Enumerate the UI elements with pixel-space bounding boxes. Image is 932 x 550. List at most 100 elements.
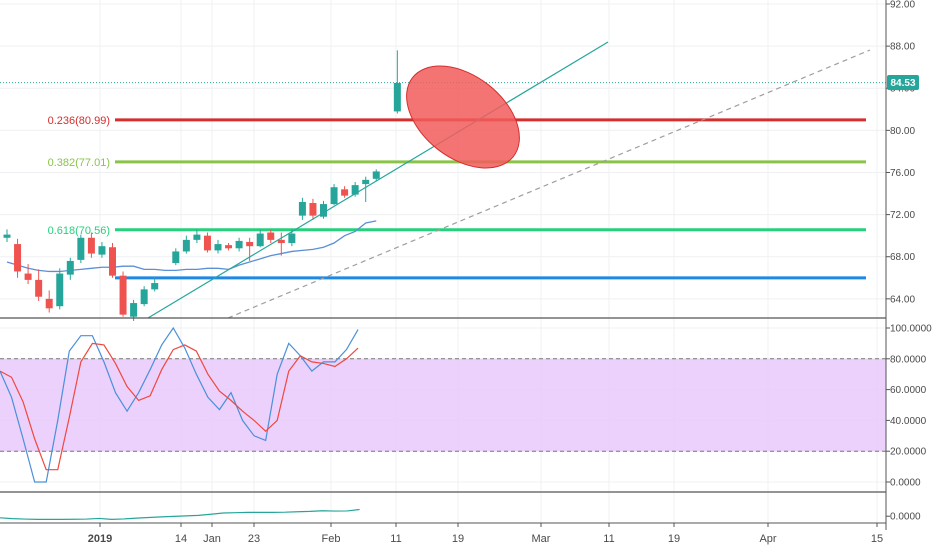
stochastic-tick-label: 40.0000: [890, 416, 927, 427]
candle: [341, 186, 349, 198]
stochastic-overbought-oversold-band: [0, 358, 886, 452]
candle: [203, 232, 211, 253]
candle: [362, 176, 370, 202]
candle: [267, 229, 275, 244]
time-tick-label: 2019: [88, 533, 112, 545]
candle: [151, 276, 159, 292]
price-tick-label: 68.00: [890, 252, 915, 263]
time-tick-label: Jan: [203, 533, 221, 545]
lower-oscillator: [0, 508, 360, 521]
candle-body: [3, 234, 11, 238]
candle: [330, 184, 338, 206]
candle: [225, 243, 233, 251]
candle-body: [140, 289, 148, 305]
price-tick-label: 92.00: [890, 0, 915, 11]
candle-body: [341, 189, 349, 196]
candle-body: [393, 82, 401, 112]
candle-body: [351, 185, 359, 195]
candle: [320, 200, 327, 219]
candle: [393, 50, 401, 114]
candle: [309, 198, 317, 220]
fib-level-label-0.382: 0.382(77.01): [48, 157, 110, 169]
candle-body: [235, 240, 243, 249]
candle: [66, 257, 74, 280]
candle: [119, 271, 127, 317]
fibonacci-retracement[interactable]: 0.236(80.99) 0.382(77.01) 0.618(70.56): [48, 115, 866, 280]
candle: [87, 232, 95, 258]
last-price-value: 84.53: [890, 78, 915, 89]
time-tick-label: 15: [871, 533, 883, 545]
stochastic-tick-label: 60.0000: [890, 385, 927, 396]
candle-body: [309, 203, 317, 216]
candle-body: [130, 303, 138, 317]
candle: [24, 264, 32, 285]
candle-body: [77, 237, 85, 260]
stochastic-d-line: [0, 342, 359, 471]
candle-body: [372, 171, 380, 179]
stochastic-lines: [0, 326, 359, 483]
time-tick-label: 19: [452, 533, 464, 545]
candle-body: [182, 239, 190, 252]
time-tick-label: Feb: [322, 533, 341, 545]
time-tick-label: Apr: [759, 533, 776, 545]
time-tick-label: 11: [390, 533, 401, 545]
dashed-trend-line: [227, 49, 871, 319]
solid-trend-line: [147, 41, 609, 319]
last-price-badge: 84.53: [887, 75, 919, 90]
candle-body: [330, 187, 338, 205]
candle: [77, 234, 85, 264]
candle: [214, 239, 222, 254]
fib-level-label-0.236: 0.236(80.99): [48, 115, 110, 127]
candle-body: [45, 298, 53, 309]
candle-body: [203, 235, 211, 251]
stochastic-tick-label: 80.0000: [890, 354, 927, 365]
candle-body: [298, 201, 306, 216]
candle: [98, 241, 106, 258]
candle: [35, 269, 43, 301]
fib-level-label-0.618: 0.618(70.56): [48, 225, 110, 237]
price-tick-label: 72.00: [890, 210, 915, 221]
candle-body: [172, 251, 180, 264]
trend-lines[interactable]: [147, 41, 871, 319]
time-tick-label: 14: [175, 533, 187, 545]
price-tick-label: 88.00: [890, 42, 915, 53]
candle: [14, 238, 22, 278]
candle: [109, 243, 116, 278]
time-tick-label: 19: [668, 533, 680, 545]
candle: [172, 248, 180, 266]
candle: [3, 229, 11, 242]
candle-body: [246, 241, 254, 247]
candle: [277, 232, 285, 256]
candle: [182, 235, 190, 254]
candle-body: [98, 246, 106, 255]
stochastic-k-line: [0, 326, 359, 483]
oscillator-tick-label: 0.0000: [890, 512, 921, 523]
candle-body: [225, 245, 233, 249]
candle-body: [320, 204, 327, 217]
candle-body: [66, 260, 74, 275]
candle-body: [193, 234, 201, 240]
candle-body: [35, 279, 43, 297]
candle: [45, 290, 53, 313]
candle-body: [119, 275, 127, 315]
candle-body: [56, 273, 64, 307]
candle: [140, 286, 148, 307]
lower-oscillator-line: [0, 508, 360, 521]
candle: [56, 268, 64, 310]
candle-body: [256, 233, 264, 247]
time-tick-label: Mar: [532, 533, 551, 545]
time-axis[interactable]: 2019 14 Jan 23 Feb 11 19 Mar 11 19 Apr 15: [88, 523, 883, 545]
candle-body: [214, 244, 222, 251]
candle: [235, 237, 243, 252]
price-tick-label: 76.00: [890, 168, 915, 179]
candle-body: [109, 247, 116, 276]
candle-body: [87, 237, 95, 254]
candle-body: [151, 283, 159, 290]
candle-body: [362, 179, 370, 185]
candle-body: [277, 239, 285, 244]
time-tick-label: 23: [248, 533, 260, 545]
price-tick-label: 64.00: [890, 294, 915, 305]
annotation-ellipse[interactable]: [387, 45, 538, 188]
candle-body: [288, 233, 296, 244]
